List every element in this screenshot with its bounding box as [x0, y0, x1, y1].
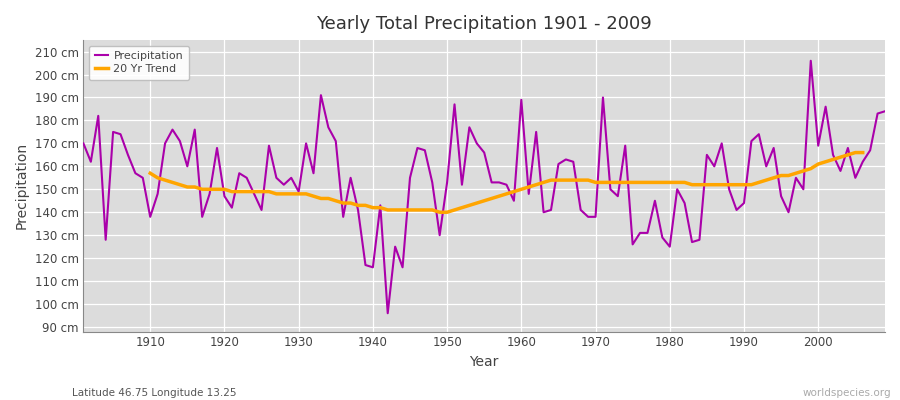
Precipitation [612, 194, 623, 198]
Title: Yearly Total Precipitation 1901 - 2009: Yearly Total Precipitation 1901 - 2009 [316, 15, 652, 33]
20 Yr Trend [605, 180, 616, 185]
20 Yr Trend [508, 189, 519, 194]
Y-axis label: Precipitation: Precipitation [15, 142, 29, 230]
Precipitation [806, 58, 816, 63]
Precipitation [78, 141, 89, 146]
Precipitation [879, 109, 890, 114]
Precipitation [382, 311, 393, 316]
Precipitation [523, 192, 534, 196]
Text: Latitude 46.75 Longitude 13.25: Latitude 46.75 Longitude 13.25 [72, 388, 237, 398]
X-axis label: Year: Year [470, 355, 499, 369]
20 Yr Trend [301, 192, 311, 196]
20 Yr Trend [346, 201, 356, 206]
Precipitation [346, 176, 356, 180]
Precipitation [301, 141, 311, 146]
Precipitation [516, 97, 526, 102]
Legend: Precipitation, 20 Yr Trend: Precipitation, 20 Yr Trend [89, 46, 189, 80]
Line: 20 Yr Trend: 20 Yr Trend [150, 152, 863, 212]
Line: Precipitation: Precipitation [84, 61, 885, 313]
Precipitation [138, 176, 148, 180]
Text: worldspecies.org: worldspecies.org [803, 388, 891, 398]
20 Yr Trend [516, 187, 526, 192]
